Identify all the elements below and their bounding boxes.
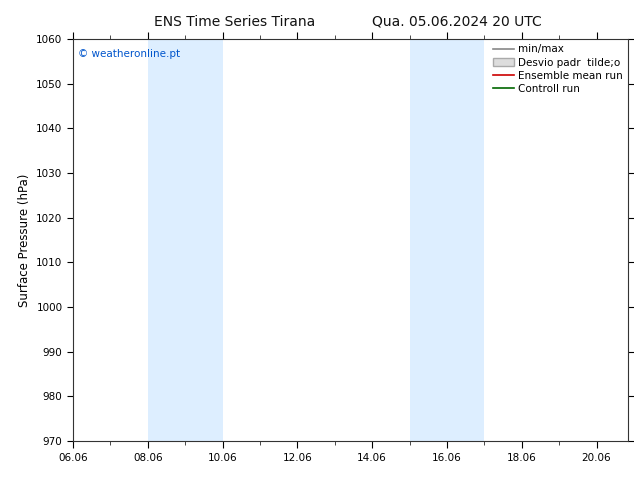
Text: Qua. 05.06.2024 20 UTC: Qua. 05.06.2024 20 UTC	[372, 15, 541, 29]
Y-axis label: Surface Pressure (hPa): Surface Pressure (hPa)	[18, 173, 30, 307]
Text: © weatheronline.pt: © weatheronline.pt	[79, 49, 181, 59]
Text: ENS Time Series Tirana: ENS Time Series Tirana	[154, 15, 315, 29]
Bar	[148, 39, 223, 441]
Bar	[410, 39, 484, 441]
Legend: min/max, Desvio padr  tilde;o, Ensemble mean run, Controll run: min/max, Desvio padr tilde;o, Ensemble m…	[493, 45, 623, 94]
